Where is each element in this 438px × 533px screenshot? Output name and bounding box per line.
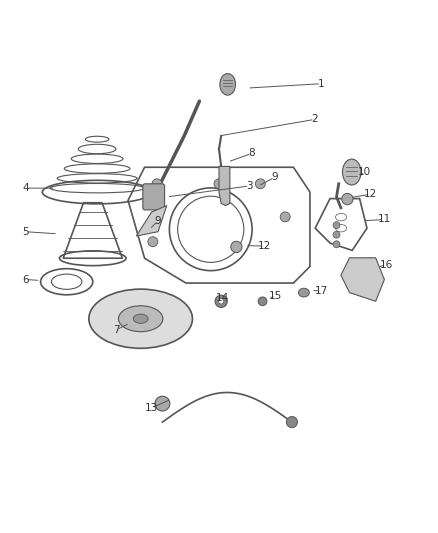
Circle shape <box>333 222 340 229</box>
Text: 7: 7 <box>113 325 120 335</box>
Text: 11: 11 <box>378 214 391 224</box>
Text: 10: 10 <box>358 167 371 176</box>
Text: 6: 6 <box>22 274 28 285</box>
Circle shape <box>342 193 353 205</box>
Ellipse shape <box>343 159 361 185</box>
Circle shape <box>219 298 224 304</box>
Text: 17: 17 <box>314 286 328 296</box>
Text: 9: 9 <box>155 216 161 226</box>
Circle shape <box>152 179 162 189</box>
Polygon shape <box>341 258 385 301</box>
Text: 8: 8 <box>248 148 255 158</box>
Text: 12: 12 <box>258 241 271 251</box>
Text: 2: 2 <box>311 115 318 124</box>
Circle shape <box>148 237 158 247</box>
Circle shape <box>333 231 340 238</box>
Ellipse shape <box>220 74 236 95</box>
Ellipse shape <box>133 314 148 324</box>
FancyBboxPatch shape <box>143 184 165 210</box>
Text: 15: 15 <box>269 291 282 301</box>
Ellipse shape <box>118 306 163 332</box>
Circle shape <box>286 417 297 427</box>
Text: 1: 1 <box>318 79 325 88</box>
Ellipse shape <box>155 396 170 411</box>
Circle shape <box>280 212 290 222</box>
Text: 3: 3 <box>246 181 253 191</box>
Text: 12: 12 <box>364 189 377 199</box>
Circle shape <box>255 179 265 189</box>
Polygon shape <box>219 166 230 206</box>
Text: 13: 13 <box>145 403 158 413</box>
Circle shape <box>333 241 340 248</box>
Polygon shape <box>136 206 167 236</box>
Text: 9: 9 <box>272 172 278 182</box>
Circle shape <box>231 241 242 253</box>
Ellipse shape <box>298 288 309 297</box>
Circle shape <box>258 297 267 305</box>
Circle shape <box>214 179 224 189</box>
Circle shape <box>215 295 227 308</box>
Text: 4: 4 <box>22 183 28 193</box>
Text: 14: 14 <box>216 293 229 303</box>
Text: 5: 5 <box>22 227 28 237</box>
Ellipse shape <box>89 289 192 349</box>
Text: 16: 16 <box>380 260 393 270</box>
